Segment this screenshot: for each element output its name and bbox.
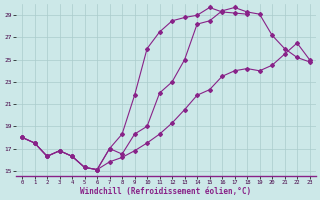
X-axis label: Windchill (Refroidissement éolien,°C): Windchill (Refroidissement éolien,°C) bbox=[80, 187, 252, 196]
